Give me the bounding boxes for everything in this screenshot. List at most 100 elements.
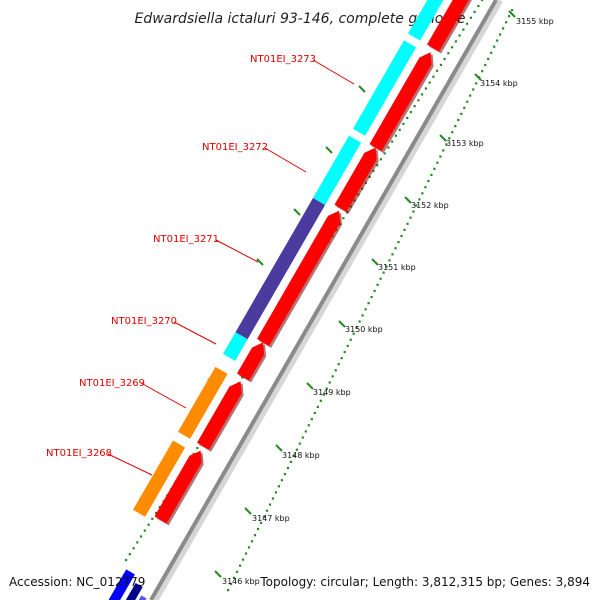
left-tick-dot: [394, 134, 397, 137]
left-tick-dot: [136, 541, 139, 544]
label-leader-line: [215, 239, 259, 263]
right-tick-dot: [256, 527, 260, 531]
right-tick-dot: [236, 570, 239, 573]
right-tick-dot: [385, 265, 388, 268]
major-tick-mark: [256, 258, 264, 266]
right-tick-dot: [400, 234, 403, 238]
right-tick-dot: [397, 241, 400, 244]
accession-text: Accession: NC_012779: [9, 575, 145, 589]
backbone-shadow: [151, 0, 504, 600]
right-tick-dot: [424, 186, 427, 189]
gene-blue-c: [138, 595, 147, 600]
right-tick-dot: [268, 503, 272, 506]
right-tick-dot: [370, 295, 373, 299]
left-tick-dot: [458, 34, 461, 37]
right-tick-dot: [421, 192, 424, 195]
major-tick-mark: [244, 507, 252, 515]
right-tick-dot: [382, 271, 385, 274]
right-tick-dot: [415, 204, 418, 207]
major-tick-mark: [293, 208, 301, 216]
left-tick-dot: [372, 169, 375, 173]
right-tick-dot: [301, 436, 304, 439]
left-tick-dot: [125, 559, 128, 562]
right-tick-dot: [230, 582, 233, 586]
label-leader-line: [312, 59, 355, 85]
left-tick-dot: [443, 57, 446, 61]
scale-tick-label: 3151 kbp: [378, 263, 416, 272]
gene-red-c: [334, 147, 377, 212]
left-tick-dot: [398, 128, 401, 131]
left-tick-dot: [417, 99, 420, 102]
right-tick-dot: [247, 546, 251, 549]
scale-tick-label: 3150 kbp: [345, 325, 383, 334]
right-tick-dot: [448, 137, 451, 140]
right-tick-dot: [511, 9, 514, 12]
right-tick-dot: [280, 479, 283, 482]
right-tick-dot: [304, 430, 307, 433]
major-tick-mark: [214, 570, 222, 578]
left-tick-dot: [436, 69, 439, 72]
scale-labels: 3155 kbp 3154 kbp 3153 kbp 3152 kbp 3151…: [222, 17, 554, 586]
gene-blue-b: [125, 583, 143, 600]
right-tick-dot: [361, 314, 364, 317]
right-tick-dot: [418, 198, 421, 201]
right-tick-dot: [412, 210, 415, 213]
right-tick-dot: [493, 45, 496, 48]
gene-cyan-3271a: [313, 135, 362, 205]
right-tick-dot: [250, 540, 254, 543]
left-tick-dot: [432, 75, 435, 78]
right-tick-dot: [239, 564, 242, 567]
scale-tick-label: 3152 kbp: [411, 201, 449, 210]
right-tick-dot: [364, 308, 367, 311]
gene-label: NT01EI_3270: [111, 316, 177, 327]
left-tick-dot: [128, 553, 131, 556]
right-tick-dot: [427, 179, 430, 183]
left-tick-dot: [481, 0, 484, 2]
left-tick-dot: [454, 40, 457, 43]
right-tick-dot: [505, 21, 508, 24]
right-tick-dot: [499, 33, 502, 36]
major-tick-mark: [439, 134, 447, 142]
right-tick-dot: [227, 589, 230, 592]
right-tick-dot: [244, 552, 248, 555]
left-tick-dot: [477, 4, 480, 8]
right-tick-dot: [331, 375, 334, 378]
major-tick-mark: [371, 258, 379, 266]
right-tick-dot: [286, 466, 289, 470]
gene-features: [108, 0, 472, 600]
scale-tick-label: 3146 kbp: [222, 577, 260, 586]
label-leader-line: [264, 147, 307, 173]
right-tick-dot: [292, 454, 295, 457]
left-tick-dot: [143, 529, 146, 532]
right-tick-dot: [277, 485, 280, 488]
right-tick-dot: [487, 57, 490, 60]
left-tick-dot: [451, 46, 454, 49]
right-tick-dot: [352, 332, 355, 335]
label-leaders: [107, 59, 355, 476]
left-tick-dot: [469, 16, 472, 19]
left-tick-dot: [409, 111, 412, 114]
right-tick-dot: [346, 344, 349, 347]
right-tick-dot: [442, 149, 445, 152]
right-tick-dot: [454, 125, 457, 128]
right-tick-dot: [463, 106, 466, 109]
scale-tick-label: 3149 kbp: [313, 388, 351, 397]
right-tick-dot: [475, 82, 478, 85]
left-tick-dot: [147, 523, 150, 526]
right-tick-dot: [271, 497, 274, 500]
left-tick-dot: [391, 140, 394, 143]
left-tick-dot: [151, 517, 154, 520]
left-tick-dot: [342, 217, 345, 220]
right-tick-dot: [340, 357, 343, 360]
right-tick-dot: [481, 70, 484, 73]
gene-red-e: [237, 342, 265, 381]
right-tick-dot: [388, 259, 391, 262]
right-tick-dot: [367, 302, 370, 305]
left-tick-dot: [376, 164, 379, 167]
scale-tick-label: 3148 kbp: [282, 451, 320, 460]
major-tick-mark: [275, 444, 283, 452]
gene-blue-a: [108, 569, 135, 600]
right-tick-dot: [274, 491, 277, 494]
major-tick-mark: [474, 73, 482, 81]
